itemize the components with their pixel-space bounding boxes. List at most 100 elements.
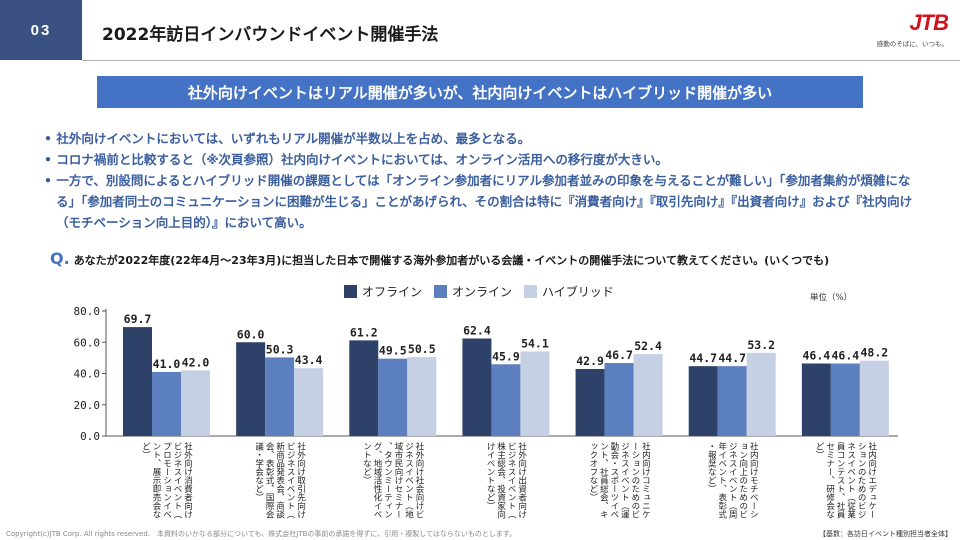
category-label: ションのためのビジ xyxy=(856,442,866,519)
question-mark: Q. xyxy=(50,249,70,268)
category-label: ネスイベント（従業 xyxy=(846,442,856,519)
data-label: 45.9 xyxy=(492,349,520,363)
bar-offline xyxy=(349,340,379,436)
header-divider xyxy=(82,60,960,61)
category-label: ジネスイベント（周 xyxy=(727,442,737,519)
data-label: 46.4 xyxy=(803,349,831,363)
category-label: 、タウンミーティン xyxy=(383,442,393,519)
slide-number: 03 xyxy=(0,0,82,60)
data-label: 46.4 xyxy=(832,349,860,363)
bar-offline xyxy=(688,366,718,436)
data-label: 43.4 xyxy=(295,353,323,367)
category-label: ど） xyxy=(814,442,824,459)
data-label: 42.0 xyxy=(182,355,210,369)
survey-question: Q. あなたが2022年度(22年4月～23年3月)に担当した日本で開催する海外参… xyxy=(50,249,829,268)
bar-offline xyxy=(801,363,831,436)
data-label: 44.7 xyxy=(689,351,717,365)
category-label: ントなど） xyxy=(362,442,372,485)
bar-online xyxy=(378,358,408,436)
jtb-logo: JTB 感動のそばに、いつも。 xyxy=(858,10,949,54)
legend-item-hybrid: ハイブリッド xyxy=(524,283,614,300)
data-label: 60.0 xyxy=(237,327,265,341)
bar-online xyxy=(604,363,634,436)
data-label: 50.3 xyxy=(266,342,294,356)
data-label: 48.2 xyxy=(861,346,889,360)
legend-label: オンライン xyxy=(452,285,513,299)
category-label: ント、社員総会、キ xyxy=(598,442,608,519)
legend-label: オフライン xyxy=(362,285,423,299)
bar-hybrid xyxy=(407,357,437,436)
headline-banner: 社外向けイベントはリアル開催が多いが、社内向けイベントはハイブリッド開催が多い xyxy=(97,76,863,108)
data-label: 53.2 xyxy=(747,338,775,352)
bullet-item: • 一方で、別設問によるとハイブリッド開催の課題としては「オンライン参加者にリア… xyxy=(44,173,913,230)
bar-hybrid xyxy=(633,354,663,436)
category-label: 域市民向けセミナー xyxy=(393,441,403,518)
y-tick-label: 80.0 xyxy=(74,305,101,318)
category-label: ジネスイベント（地 xyxy=(404,442,414,519)
bar-offline xyxy=(575,368,605,436)
category-label: ど） xyxy=(141,442,151,459)
bar-online xyxy=(152,371,181,436)
data-label: 46.7 xyxy=(605,348,633,362)
category-label: ・報奨など） xyxy=(706,442,716,493)
bar-hybrid xyxy=(181,370,210,436)
category-label: 動会・スポーツイベ xyxy=(609,441,619,518)
chart-legend: オフライン オンライン ハイブリッド xyxy=(344,283,614,300)
logo-tagline: 感動のそばに、いつも。 xyxy=(876,40,948,48)
bar-hybrid xyxy=(746,352,776,436)
bar-online xyxy=(265,357,295,436)
category-label: 新商品発表会、商談 xyxy=(275,441,285,519)
category-label: ックオフなど） xyxy=(588,442,598,502)
y-tick-label: 60.0 xyxy=(74,336,101,349)
bullet-item: • 社外向けイベントにおいては、いずれもリアル開催が半数以上を占め、最多となる。 xyxy=(44,131,531,146)
category-label: ント、展示即売会な xyxy=(151,442,161,519)
category-label: ョン向上のためのビ xyxy=(738,442,748,519)
data-label: 69.7 xyxy=(124,312,152,326)
y-tick-label: 20.0 xyxy=(74,399,101,412)
category-label: ジネスイベント（運 xyxy=(619,442,629,519)
category-label: 社外向け取引先向け xyxy=(296,441,306,518)
bar-offline xyxy=(236,342,266,436)
category-label: 社内向けコミュニケ xyxy=(640,441,650,518)
legend-swatch-offline xyxy=(344,285,357,298)
category-label: 会、表彰式、国際会 xyxy=(264,441,274,519)
category-label: セミナー、研修会な xyxy=(825,442,835,519)
category-label: けイベントなど） xyxy=(485,442,495,510)
bar-hybrid xyxy=(520,351,550,436)
bullet-item: • コロナ禍前と比較すると（※次頁参照）社内向けイベントにおいては、オンライン活… xyxy=(44,152,668,167)
legend-item-offline: オフライン xyxy=(344,283,422,300)
category-label: プロモーションイベ xyxy=(162,442,172,519)
legend-item-online: オンライン xyxy=(434,283,512,300)
data-label: 61.2 xyxy=(350,325,378,339)
category-label: グ、地域活性化イベ xyxy=(372,442,382,519)
y-tick-label: 0.0 xyxy=(80,430,100,443)
category-label: 株主総会、投資家向 xyxy=(496,441,506,518)
category-label: ーションのためのビ xyxy=(630,442,640,519)
data-label: 50.5 xyxy=(408,342,436,356)
page-title: 2022年訪日インバウンドイベント開催手法 xyxy=(102,25,439,45)
legend-swatch-online xyxy=(434,285,448,298)
category-label: 社外向け出資者向け xyxy=(517,441,527,518)
y-tick-label: 40.0 xyxy=(74,368,101,381)
category-label: 社内向けエデュケー xyxy=(867,441,877,518)
data-label: 42.9 xyxy=(576,354,604,368)
bar-online xyxy=(717,366,747,436)
bar-hybrid xyxy=(294,368,324,436)
unit-label: 単位（%） xyxy=(810,293,853,303)
source-note: 【基数：各訪日イベント種別担当者全体】 xyxy=(819,530,952,538)
category-label: ビジネスイベント（ xyxy=(506,442,516,519)
bar-online xyxy=(830,363,860,436)
data-label: 44.7 xyxy=(718,351,746,365)
bar-online xyxy=(491,364,521,436)
legend-label: ハイブリッド xyxy=(542,285,614,299)
category-label: 社内向けモチベーシ xyxy=(748,441,758,518)
logo-mark: JTB xyxy=(909,10,949,35)
data-label: 52.4 xyxy=(634,339,662,353)
data-label: 41.0 xyxy=(153,357,181,371)
data-label: 54.1 xyxy=(521,336,549,350)
category-label: ビジネスイベント（ xyxy=(285,442,295,519)
summary-bullets: • 社外向けイベントにおいては、いずれもリアル開催が半数以上を占め、最多となる。… xyxy=(44,128,914,233)
bar-offline xyxy=(123,327,152,436)
category-label: ビジネスイベント（ xyxy=(172,442,182,519)
bar-hybrid xyxy=(859,360,889,436)
